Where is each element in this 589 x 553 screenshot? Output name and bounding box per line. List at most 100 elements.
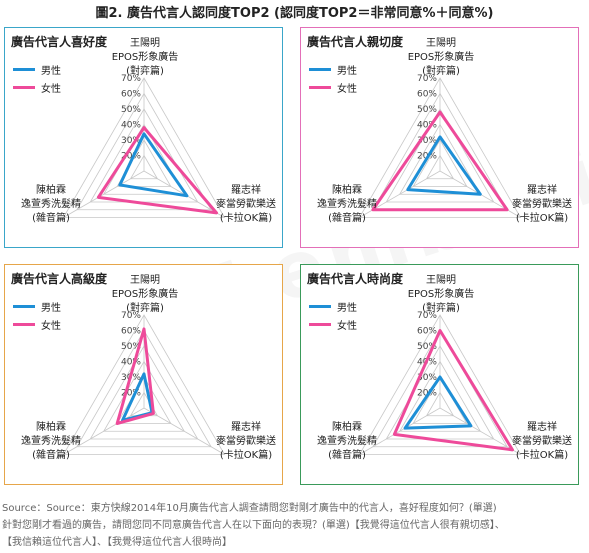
legend-item-female: 女性 [309,317,357,332]
axis-label-right: 羅志祥 麥當勞歡樂送 (卡拉OK篇) [207,421,285,463]
axis-label-line: EPOS形象廣告 [407,289,475,300]
tick-label: 70% [417,311,437,321]
legend-label: 男性 [337,66,357,77]
tick-label: 60% [121,327,141,337]
legend-item-male: 男性 [13,62,61,77]
axis-label-line: EPOS形象廣告 [111,52,179,63]
female-series-line [371,110,509,212]
radar-chart: 20%30%40%50%60%70% [358,74,522,218]
axis-label-right: 羅志祥麥當勞歡樂送 (卡拉OK篇) [503,421,581,463]
grid-ring [129,154,159,180]
panel-title: 廣告代言人親切度 [307,35,404,49]
grid-ring [425,391,455,417]
axis-label-line: 王陽明 [130,38,160,49]
legend-swatch [13,305,35,308]
female-series-line [96,126,218,215]
tick-label: 40% [121,358,141,368]
axis-label-line: (卡拉OK篇) [219,213,273,224]
grid-ring [76,92,212,211]
axis-label-line: (雜音篇) [32,213,70,224]
axis-label-line: (雜音篇) [328,213,366,224]
legend-label: 女性 [337,84,357,95]
legend-label: 男性 [41,66,61,77]
axis-label-line: 王陽明 [130,275,160,286]
legend-label: 男性 [337,303,357,314]
axis-label-line: 逸萱秀洗髮精 [317,199,377,210]
axis-label-left: 陳柏霖 逸萱秀洗髮精 (雜音篇) [9,421,93,463]
legend-swatch [13,86,35,89]
radar-panel: 20% 30% 40% 50% 60% 70% 廣告代言人親切度 男性 女性 王陽明 EPOS形象廣… [300,27,579,248]
axis-spoke [439,407,521,455]
radar-chart: 20%30%40%50%60%70% [358,311,522,455]
tick-label: 40% [417,121,437,131]
axis-label-left: 陳柏霖 逸萱秀洗髮精 (雜音篇) [9,184,93,226]
axis-label-line: (對弈篇) [422,303,460,314]
female-series-line [392,329,514,452]
axis-label-line: 麥當勞歡樂送 [216,199,276,210]
grid-ring [385,108,495,203]
footer-line: 針對您剛才看過的廣告，請問您同不同意廣告代言人在以下面向的表現？(單選)【我覺得… [2,520,505,531]
radar-panel: 20% 30% 40% 50% 60% 70% 廣告代言人喜好度 男性 女性 王陽明 EPOS形象廣… [4,27,283,248]
radar-panel: 20% 30% 40% 50% 60% 70% 廣告代言人高級度 男性 女性 王陽明 EPOS形象廣… [4,264,283,485]
source-footer: Source：Source：東方快線2014年10月廣告代言人調查請問您對剛才廣… [2,500,587,551]
tick-label: 30% [417,136,437,146]
axis-label-line: (雜音篇) [32,450,70,461]
axis-label-left: 陳柏霖 逸萱秀洗髮精 (雜音篇) [305,421,389,463]
legend-swatch [13,323,35,326]
tick-label: 60% [121,90,141,100]
axis-label-line: EPOS形象廣告 [407,52,475,63]
footer-line: Source：Source：東方快線2014年10月廣告代言人調查請問您對剛才廣… [2,503,497,514]
axis-label-line: (對弈篇) [422,66,460,77]
axis-label-line: 麥當勞歡樂送 [512,436,572,447]
tick-label: 50% [417,342,437,352]
grid-ring [62,77,226,218]
axis-label-line: 羅志祥 [231,185,261,196]
tick-label: 40% [121,121,141,131]
tick-label: 30% [417,373,437,383]
axis-label-left: 陳柏霖逸萱秀洗髮精 (雜音篇) [305,184,389,226]
legend-label: 男性 [41,303,61,314]
axis-label-line: 逸萱秀洗髮精 [317,436,377,447]
grid-ring [412,139,468,187]
legend-swatch [309,323,331,326]
grid-ring [76,329,212,448]
legend-swatch [309,86,331,89]
tick-label: 60% [417,90,437,100]
axis-label-line: 逸萱秀洗髮精 [21,199,81,210]
axis-label-line: 羅志祥 [527,422,557,433]
footer-line: 【我信賴這位代言人】、【我覺得這位代言人很時尚】 [2,537,232,548]
axis-label-line: EPOS形象廣告 [111,289,179,300]
axis-label-line: 王陽明 [426,38,456,49]
axis-label-line: 麥當勞歡樂送 [216,436,276,447]
axis-label-line: (雜音篇) [328,450,366,461]
panel-title: 廣告代言人時尚度 [307,272,404,286]
grid-ring [425,154,455,180]
legend-swatch [13,68,35,71]
axis-label-line: 陳柏霖 [332,185,362,196]
axis-label-line: (卡拉OK篇) [515,450,569,461]
axis-label-line: 麥當勞歡樂送 [512,199,572,210]
legend-label: 女性 [41,84,61,95]
tick-label: 20% [121,152,141,162]
legend-item-male: 男性 [13,299,61,314]
legend-label: 女性 [41,321,61,332]
panel-title: 廣告代言人喜好度 [11,35,108,49]
tick-label: 50% [121,342,141,352]
tick-label: 50% [121,105,141,115]
female-series-line [115,327,155,425]
grid-ring [358,314,522,455]
legend-item-female: 女性 [13,317,61,332]
grid-ring [399,360,481,432]
panel-title: 廣告代言人高級度 [11,272,108,286]
tick-label: 70% [417,74,437,84]
tick-label: 60% [417,327,437,337]
chart-title: 圖2. 廣告代言人認同度TOP2 (認同度TOP2＝非常同意%＋同意%) [95,6,494,21]
axis-label-top: 王陽明 EPOS形象廣告 (對弈篇) [396,274,486,316]
axis-spoke [359,407,441,455]
axis-spoke [143,407,225,455]
axis-label-line: 逸萱秀洗髮精 [21,436,81,447]
axis-label-right: 羅志祥 麥當勞歡樂送 (卡拉OK篇) [503,184,581,226]
legend-label: 女性 [337,321,357,332]
radar-chart: 20%30%40%50%60%70% [62,311,226,455]
legend-item-female: 女性 [309,80,357,95]
